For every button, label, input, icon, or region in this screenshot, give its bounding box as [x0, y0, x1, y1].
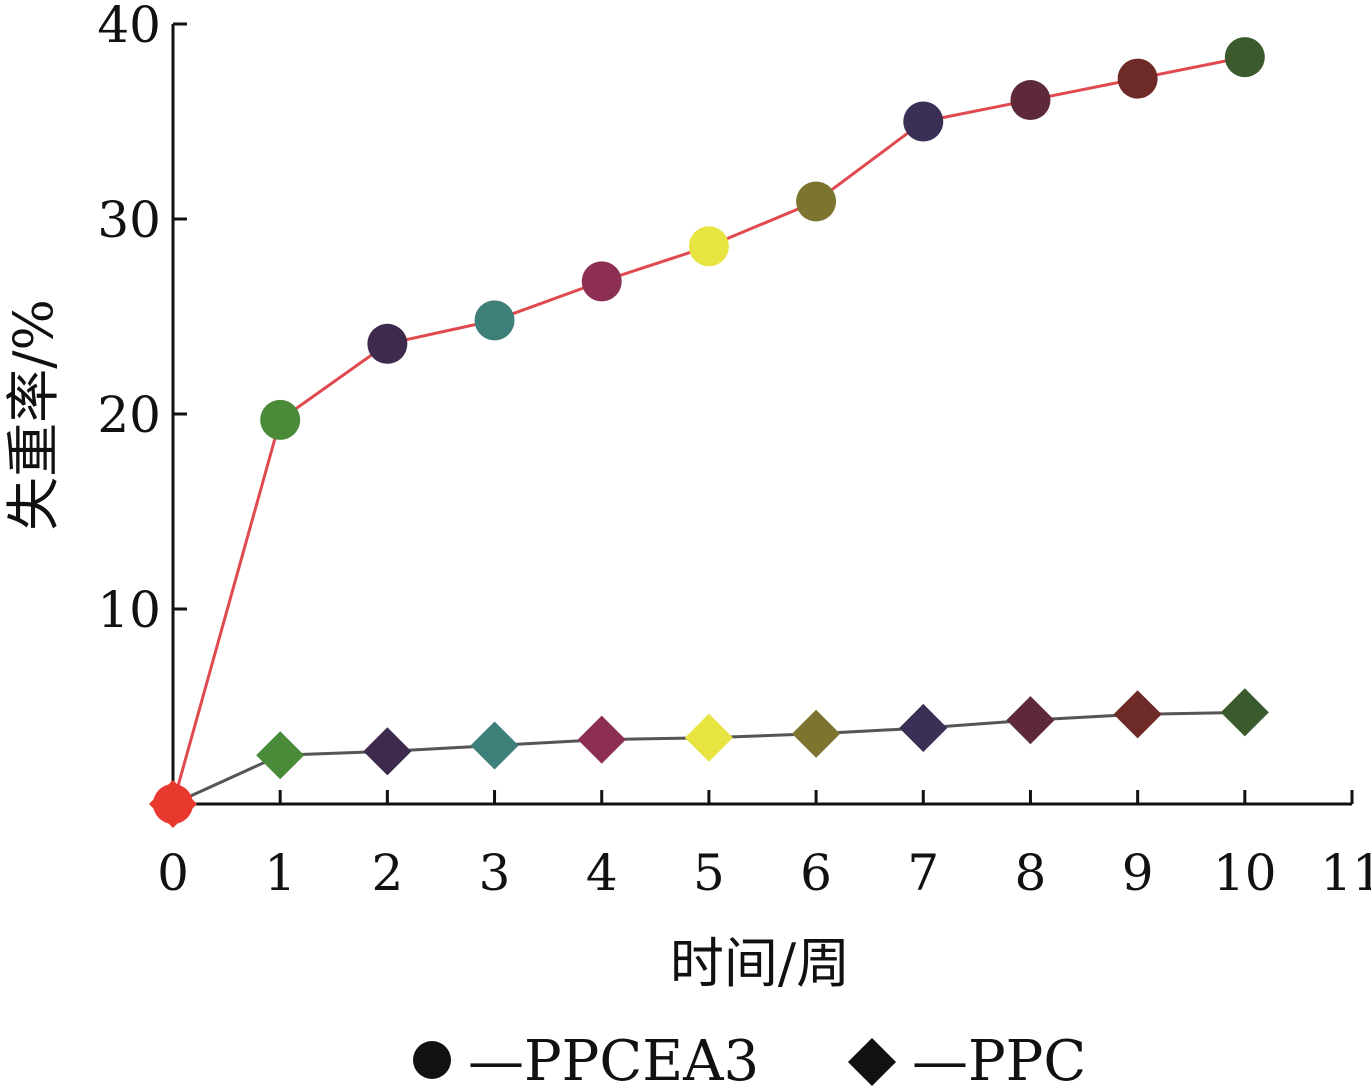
y-tick-label: 40 [97, 0, 161, 54]
data-point-ppcea3-0 [153, 784, 193, 824]
x-axis-label: 时间/周 [670, 932, 850, 995]
data-point-ppc-4 [577, 715, 626, 764]
series-line-ppcea3 [171, 55, 1246, 805]
legend-label-ppcea3: —PPCEA3 [468, 1029, 759, 1087]
y-tick-label: 10 [97, 581, 161, 639]
x-tick-label: 7 [907, 844, 939, 902]
data-point-ppc-7 [899, 703, 948, 752]
data-point-ppc-5 [684, 713, 733, 762]
data-point-ppcea3-5 [688, 226, 729, 267]
x-tick-label: 2 [371, 844, 403, 902]
data-point-ppcea3-9 [1117, 58, 1158, 99]
points-layer [148, 37, 1269, 829]
tick-labels-layer: 0 1 2 3 4 5 6 7 8 9 10 11 10 20 30 40 [97, 0, 1371, 902]
data-point-ppcea3-6 [796, 181, 837, 222]
data-point-ppcea3-10 [1224, 37, 1265, 78]
axis-labels-layer: 时间/周 失重率/% [2, 299, 850, 995]
data-point-ppcea3-4 [581, 261, 622, 302]
data-point-ppc-9 [1113, 690, 1162, 739]
data-point-ppcea3-7 [903, 101, 944, 142]
x-tick-label: 4 [586, 844, 618, 902]
y-tick-label: 20 [97, 386, 161, 444]
data-point-ppc-1 [256, 731, 305, 780]
lines-layer [171, 55, 1246, 806]
legend-marker-ppcea3-circle [413, 1041, 451, 1079]
legend-marker-ppc-diamond [847, 1037, 897, 1087]
data-point-ppc-10 [1220, 688, 1269, 737]
data-point-ppcea3-3 [474, 300, 515, 341]
x-tick-label: 11 [1320, 844, 1371, 902]
axes-layer [171, 22, 1354, 806]
data-point-ppc-2 [363, 727, 412, 776]
x-tick-label: 5 [693, 844, 725, 902]
x-tick-label: 9 [1122, 844, 1154, 902]
x-tick-label: 0 [157, 844, 189, 902]
data-point-ppc-6 [792, 709, 841, 758]
y-tick-label: 30 [97, 191, 161, 249]
data-point-ppcea3-8 [1010, 80, 1051, 121]
data-point-ppc-3 [470, 721, 519, 770]
x-tick-label: 10 [1213, 844, 1277, 902]
data-point-ppcea3-1 [260, 399, 301, 440]
y-axis-label: 失重率/% [2, 299, 65, 531]
x-tick-label: 8 [1015, 844, 1047, 902]
data-point-ppcea3-2 [367, 323, 408, 364]
legend: —PPCEA3 —PPC [413, 1029, 1086, 1087]
x-tick-label: 6 [800, 844, 832, 902]
x-tick-label: 1 [264, 844, 296, 902]
data-point-ppc-8 [1006, 696, 1055, 745]
legend-label-ppc: —PPC [912, 1029, 1086, 1087]
x-tick-label: 3 [479, 844, 511, 902]
